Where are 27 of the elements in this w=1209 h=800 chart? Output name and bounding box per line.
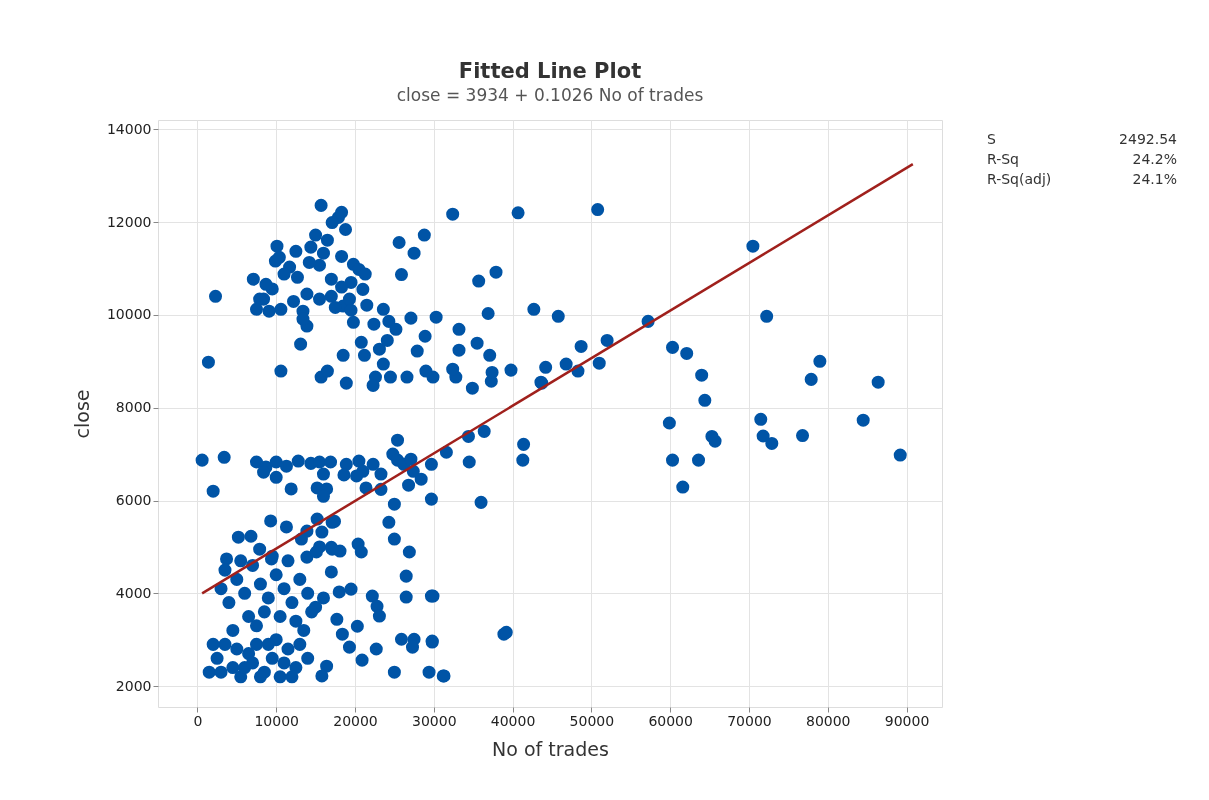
x-tick-label: 50000 [569,712,615,729]
chart-title: Fitted Line Plot [458,59,642,83]
chart-subtitle: close = 3934 + 0.1026 No of trades [396,85,704,105]
text: 24.2% [1132,151,1177,167]
y-tick-label: 2000 [115,677,152,694]
y-axis-title: close [70,389,93,439]
y-tick-label: 6000 [115,492,152,509]
x-tick-label: 30000 [412,712,457,729]
y-tick-label: 4000 [115,584,152,601]
x-tick-label: 40000 [490,712,536,729]
x-tick-label: 70000 [727,712,772,729]
x-tick-label: 10000 [254,712,299,729]
x-tick-label: 80000 [805,712,851,729]
text: 24.1% [1132,171,1177,187]
y-tick-label: 8000 [115,399,152,416]
text: 2492.54 [1119,131,1178,147]
x-tick-label: 0 [193,712,203,729]
y-tick-label: 14000 [106,120,152,137]
text: S [987,131,996,147]
y-tick-label: 10000 [106,306,152,323]
x-tick-label: 20000 [333,712,378,729]
y-tick-label: 12000 [106,213,152,230]
x-axis-title: No of trades [492,737,609,760]
x-tick-label: 60000 [648,712,693,729]
text: R-Sq(adj) [987,171,1052,187]
x-tick-label: 90000 [884,712,930,729]
text: R-Sq [987,151,1019,167]
